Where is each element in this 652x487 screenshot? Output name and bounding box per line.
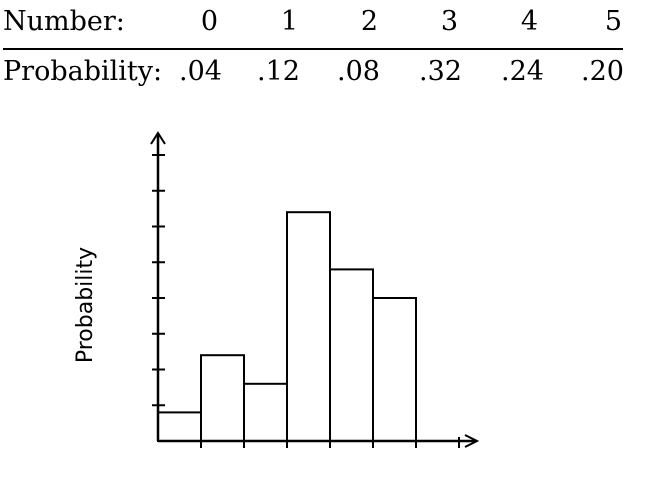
- probability-cell-0: .04: [179, 56, 222, 87]
- number-cell-2: 2: [360, 6, 378, 37]
- y-axis-arrow-icon: [150, 131, 166, 145]
- number-row-label: Number:: [3, 6, 125, 37]
- probability-cell-2: .08: [337, 56, 380, 87]
- table-divider: [3, 48, 623, 50]
- histogram-bar-2: [243, 382, 288, 442]
- number-cell-5: 5: [604, 6, 622, 37]
- probability-cell-4: .24: [501, 56, 544, 87]
- probability-histogram: Probability: [73, 131, 480, 448]
- probability-cell-3: .32: [419, 56, 462, 87]
- probability-cell-1: .12: [257, 56, 300, 87]
- histogram-bar-3: [286, 211, 331, 442]
- probability-row: Probability: .04 .12 .08 .32 .24 .20: [0, 50, 652, 90]
- probability-row-label: Probability:: [3, 56, 163, 87]
- number-cell-4: 4: [520, 6, 538, 37]
- histogram-bar-0: [157, 411, 202, 442]
- probability-table: Number: 0 1 2 3 4 5 Probability: .04 .12…: [0, 0, 652, 110]
- probability-cell-5: .20: [581, 56, 624, 87]
- histogram-bar-5: [372, 297, 417, 442]
- number-row: Number: 0 1 2 3 4 5: [0, 0, 652, 40]
- number-cell-3: 3: [440, 6, 458, 37]
- histogram-bar-1: [200, 354, 245, 442]
- x-axis-arrow-icon: [464, 434, 480, 448]
- histogram-bar-4: [329, 268, 374, 442]
- number-cell-1: 1: [280, 6, 298, 37]
- y-axis-label: Probability: [73, 247, 98, 363]
- number-cell-0: 0: [200, 6, 218, 37]
